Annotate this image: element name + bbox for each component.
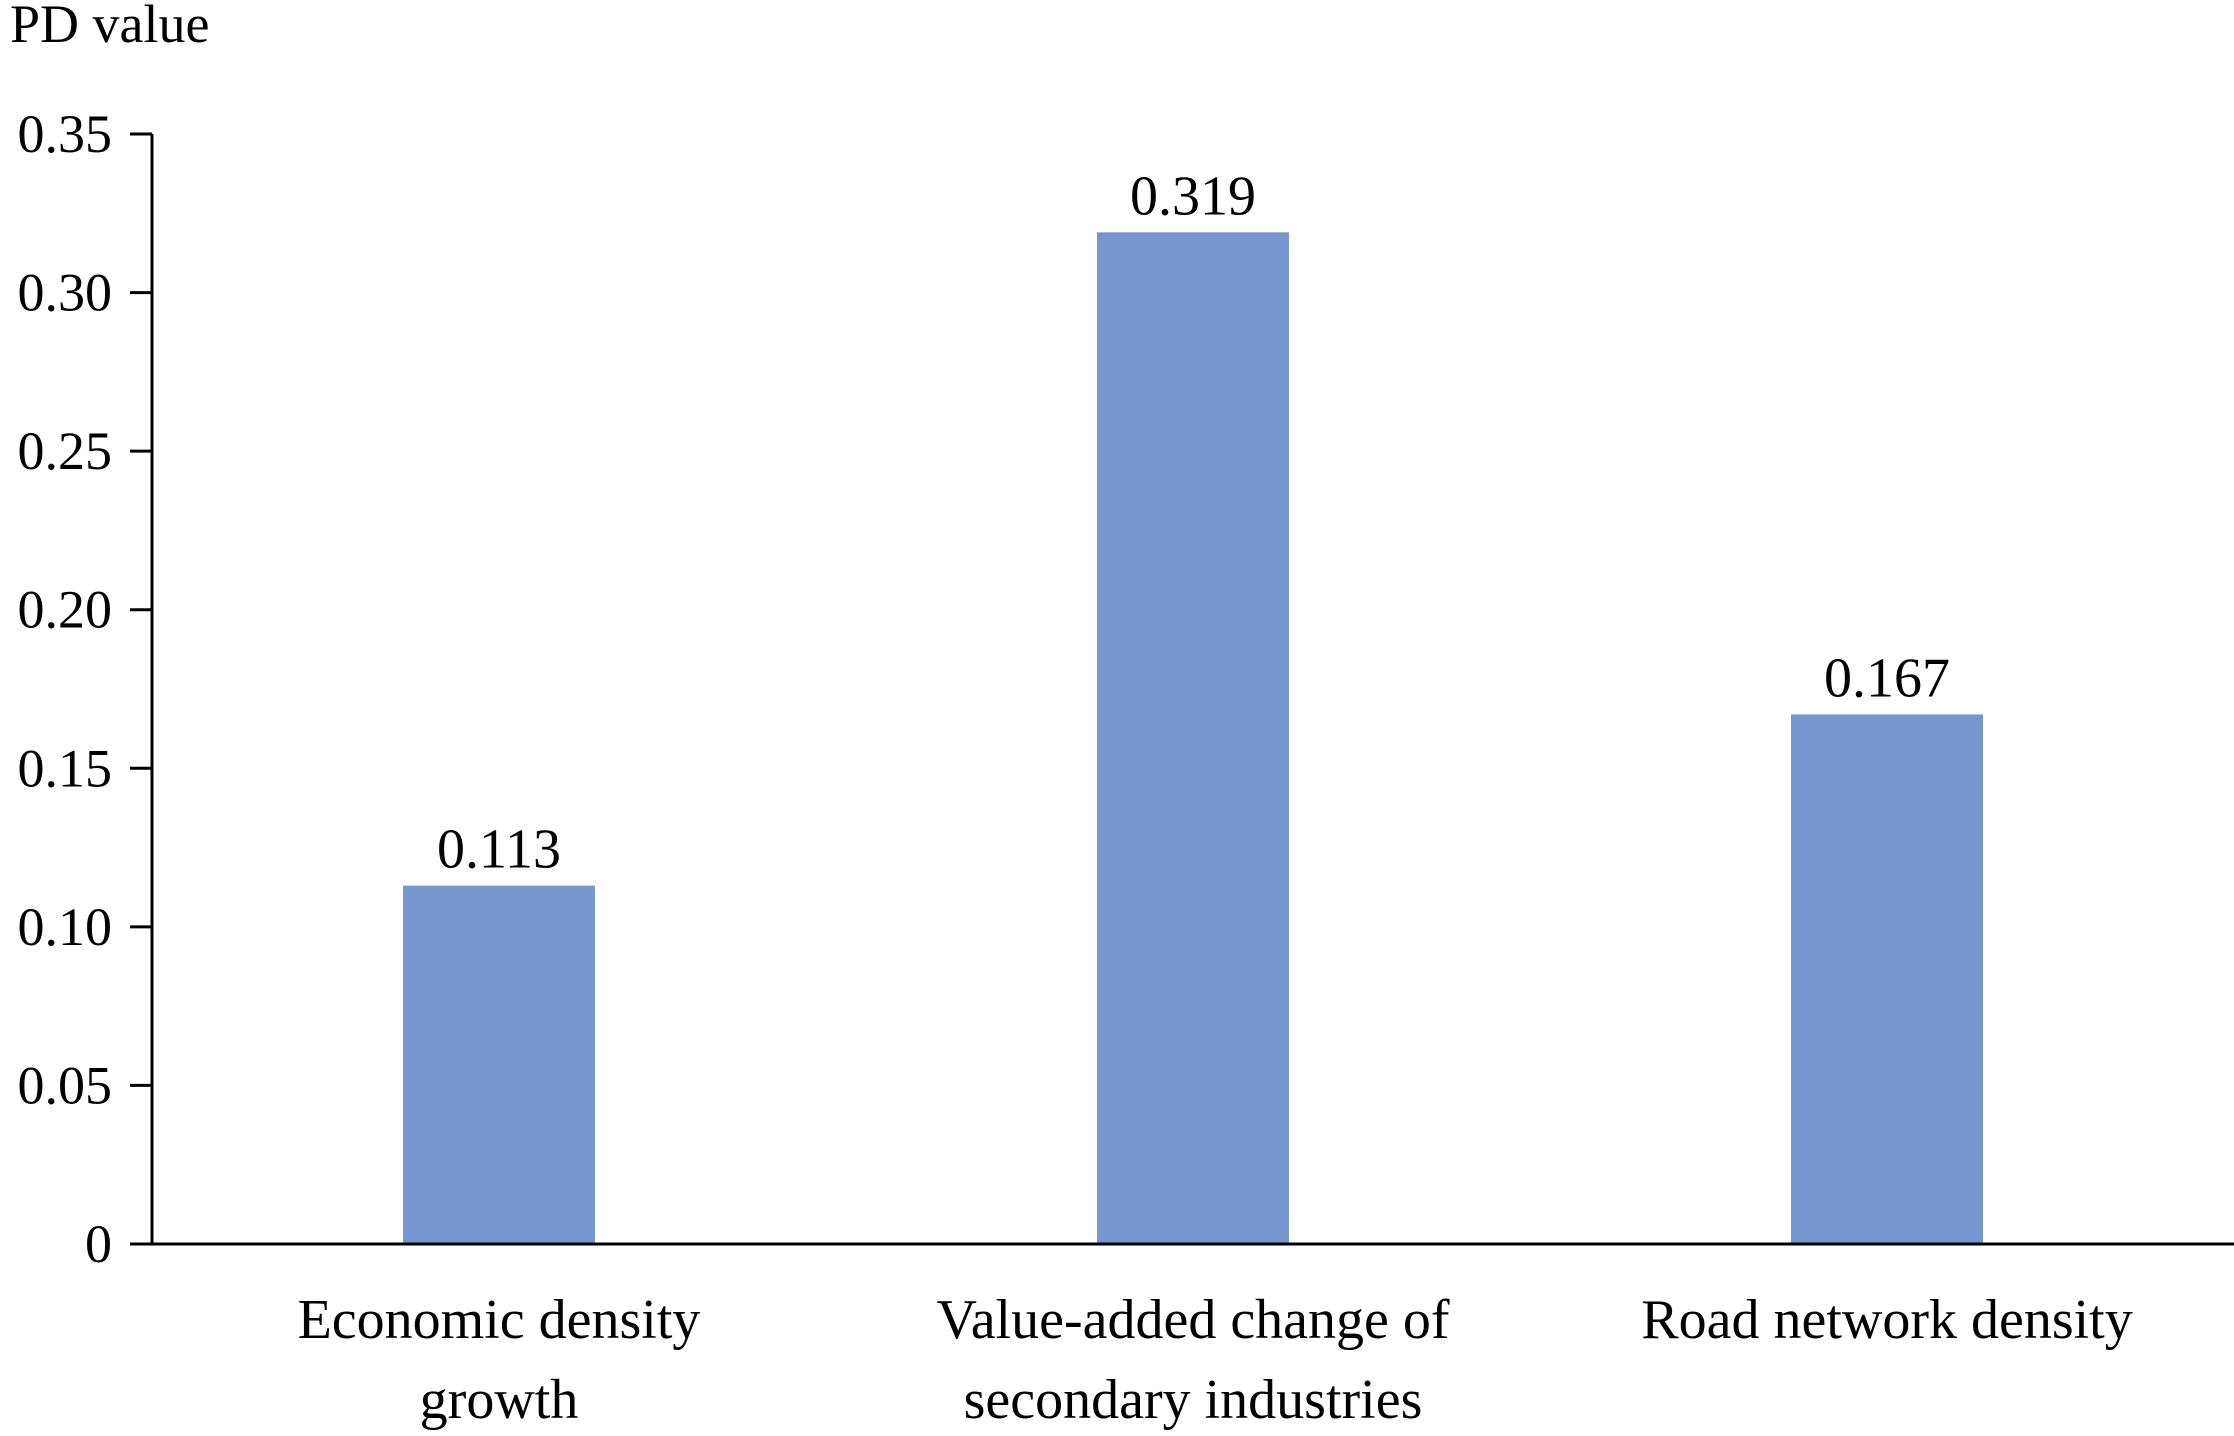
y-tick-label: 0.05 <box>18 1055 113 1115</box>
y-tick-label: 0.25 <box>18 421 113 481</box>
bars <box>403 232 1983 1245</box>
bar <box>1097 232 1289 1245</box>
y-tick-label: 0.15 <box>18 738 113 798</box>
axes <box>150 134 2234 1246</box>
x-category-label: Road network density <box>1641 1289 2132 1351</box>
y-tick-label: 0.35 <box>18 104 113 164</box>
x-category-label: growth <box>420 1369 579 1431</box>
bar <box>1791 714 1983 1244</box>
y-axis-ticks: 0 0.05 0.10 0.15 0.20 0.25 0.30 0.35 <box>18 104 152 1274</box>
y-tick-label: 0.20 <box>18 580 113 640</box>
bar-value-label: 0.319 <box>1130 165 1256 227</box>
bar-value-label: 0.113 <box>437 819 561 881</box>
x-category-label: Economic density <box>298 1289 701 1351</box>
x-category-label: secondary industries <box>964 1369 1423 1431</box>
x-category-label: Value-added change of <box>936 1289 1449 1351</box>
data-labels: 0.113 0.319 0.167 <box>437 165 1950 880</box>
bar-value-label: 0.167 <box>1824 647 1950 709</box>
y-axis-title: PD value <box>10 0 209 54</box>
y-tick-label: 0 <box>85 1214 112 1274</box>
x-axis-labels: Economic density growth Value-added change… <box>298 1289 2133 1431</box>
bar <box>403 885 595 1244</box>
y-tick-label: 0.30 <box>18 263 113 323</box>
y-tick-label: 0.10 <box>18 897 113 957</box>
